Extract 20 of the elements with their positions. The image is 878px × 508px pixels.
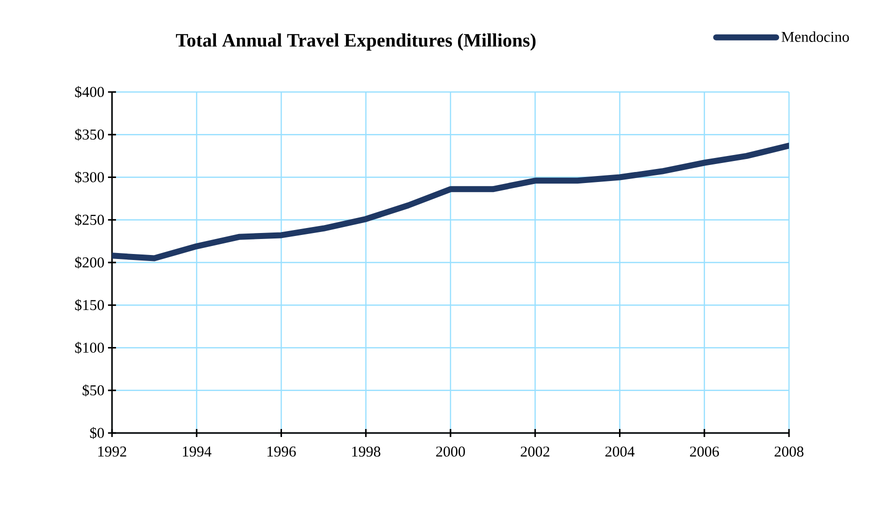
x-tick-label: 2000 [436,446,465,457]
y-tick-label: $200 [75,256,104,268]
y-tick-label: $250 [75,214,104,226]
y-tick-label: $400 [75,86,104,98]
x-tick-label: 1994 [182,446,212,457]
x-tick-label: 2006 [690,446,719,457]
legend-label: Mendocino [782,31,849,42]
y-tick-label: $150 [75,299,104,312]
x-tick-label: 1996 [268,446,296,457]
x-tick-label: 2008 [774,446,804,457]
x-tick-label: 1998 [352,446,380,457]
x-tick-label: 1992 [98,446,126,457]
y-tick-label: $0 [90,426,104,439]
x-tick-label: 2004 [605,446,635,457]
y-tick-label: $100 [75,342,104,354]
chart-title: Total Annual Travel Expenditures (Millions) [176,33,536,51]
y-tick-label: $50 [82,384,104,396]
x-tick-label: 2002 [520,446,550,457]
y-tick-label: $300 [75,171,104,184]
y-tick-label: $350 [75,128,104,141]
